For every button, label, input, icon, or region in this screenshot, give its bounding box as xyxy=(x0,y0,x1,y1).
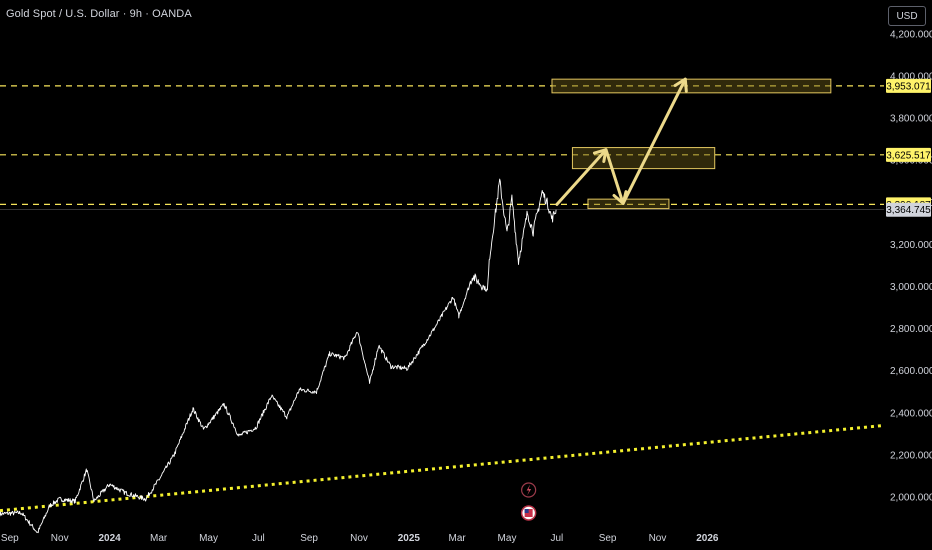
arrow-head xyxy=(612,190,628,205)
x-tick-label: 2025 xyxy=(398,533,421,544)
y-tick-label: 2,000.000 xyxy=(890,493,932,504)
event-markers xyxy=(520,482,537,521)
x-tick-label: Nov xyxy=(649,533,667,544)
y-tick-label: 4,200.000 xyxy=(890,29,932,40)
projection-arrows xyxy=(555,77,688,206)
lightning-bolt xyxy=(526,484,532,496)
y-tick-label: 2,200.000 xyxy=(890,450,932,461)
support-trendline-group xyxy=(0,423,885,513)
price-series-group xyxy=(0,178,557,534)
arrow-head xyxy=(673,77,688,93)
y-tick-label: 2,800.000 xyxy=(890,324,932,335)
y-tick-label: 3,800.000 xyxy=(890,114,932,125)
x-tick-label: Sep xyxy=(599,533,617,544)
support-trendline xyxy=(0,423,885,513)
x-tick-label: May xyxy=(498,533,517,544)
x-tick-label: 2026 xyxy=(696,533,719,544)
x-tick-label: Jul xyxy=(252,533,265,544)
x-tick-label: Sep xyxy=(300,533,318,544)
current-price-text: 3,364.745 xyxy=(886,205,931,216)
x-tick-label: 2024 xyxy=(98,533,121,544)
x-tick-label: Mar xyxy=(449,533,467,544)
x-tick-label: Nov xyxy=(350,533,368,544)
horizontal-levels xyxy=(0,85,884,205)
level-price-tag xyxy=(886,147,931,162)
projection-path xyxy=(555,77,687,206)
x-tick-label: Nov xyxy=(51,533,69,544)
y-tick-label: 2,600.000 xyxy=(890,366,932,377)
y-tick-label: 3,000.000 xyxy=(890,282,932,293)
level-price-text: 3,953.071 xyxy=(886,81,931,92)
price-line xyxy=(0,178,557,534)
level-price-tag xyxy=(886,78,931,93)
y-tick-label: 2,400.000 xyxy=(890,408,932,419)
x-tick-label: Sep xyxy=(1,533,19,544)
arrow-head xyxy=(592,148,608,163)
current-price-tag xyxy=(886,202,931,217)
target-zones xyxy=(551,78,832,210)
x-tick-label: Mar xyxy=(150,533,168,544)
time-axis: Sep Nov 2024 Mar May Jul Sep Nov 2025 Mar May Jul Se… xyxy=(1,533,719,544)
target-zone xyxy=(587,198,670,210)
y-tick-label: 4,000.000 xyxy=(890,72,932,83)
flag-canton xyxy=(524,509,529,513)
currency-button[interactable]: USD xyxy=(888,6,926,26)
level-price-text: 3,625.517 xyxy=(886,150,931,161)
chart-title: Gold Spot / U.S. Dollar · 9h · OANDA xyxy=(6,8,192,20)
y-tick-label: 3,200.000 xyxy=(890,240,932,251)
x-tick-label: Jul xyxy=(550,533,563,544)
lightning-icon xyxy=(521,482,537,498)
target-zone xyxy=(551,78,832,94)
x-tick-label: May xyxy=(199,533,218,544)
